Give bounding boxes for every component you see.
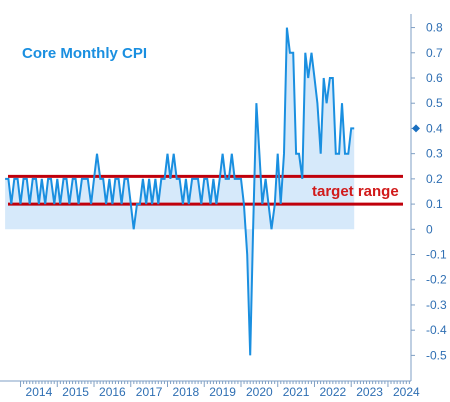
target-range-annotation: target range xyxy=(312,183,399,200)
x-tick-label: 2014 xyxy=(26,385,53,399)
y-tick-label: 0.5 xyxy=(426,96,443,110)
y-tick-label: 0.7 xyxy=(426,46,443,60)
x-tick-label: 2015 xyxy=(62,385,89,399)
x-tick-label: 2023 xyxy=(356,385,383,399)
x-tick-label: 2016 xyxy=(99,385,126,399)
x-tick-label: 2018 xyxy=(173,385,200,399)
y-tick-label: 0.6 xyxy=(426,71,443,85)
y-tick-label: 0.3 xyxy=(426,147,443,161)
y-tick-label: 0.4 xyxy=(426,121,443,135)
x-tick-label: 2021 xyxy=(283,385,310,399)
series-line xyxy=(5,27,355,356)
y-tick-label: 0.8 xyxy=(426,21,443,35)
area-layer xyxy=(5,27,355,356)
series-line-layer xyxy=(5,27,355,356)
series-area-fill xyxy=(5,27,355,356)
y-tick-label: 0 xyxy=(426,222,433,236)
x-tick-label: 2022 xyxy=(319,385,346,399)
y-tick-label: -0.3 xyxy=(426,298,447,312)
y-tick-label: -0.1 xyxy=(426,248,447,262)
x-tick-label: 2017 xyxy=(136,385,163,399)
y-tick-label: 0.1 xyxy=(426,197,443,211)
y-tick-label: -0.2 xyxy=(426,273,447,287)
x-tick-label: 2024 xyxy=(393,385,420,399)
chart-title: Core Monthly CPI xyxy=(22,45,147,62)
target-range-lines xyxy=(8,174,403,206)
y-tick-label: -0.4 xyxy=(426,323,447,337)
y-tick-label: -0.5 xyxy=(426,348,447,362)
last-value-marker xyxy=(412,124,420,133)
y-tick-label: 0.2 xyxy=(426,172,443,186)
axes: 0.8 0.7 0.6 0.5 0.4 0.3 0.2 0.1 0 -0.1 -0.2 -0.3 -0.… xyxy=(0,14,447,399)
x-tick-label: 2019 xyxy=(209,385,236,399)
x-tick-label: 2020 xyxy=(246,385,273,399)
